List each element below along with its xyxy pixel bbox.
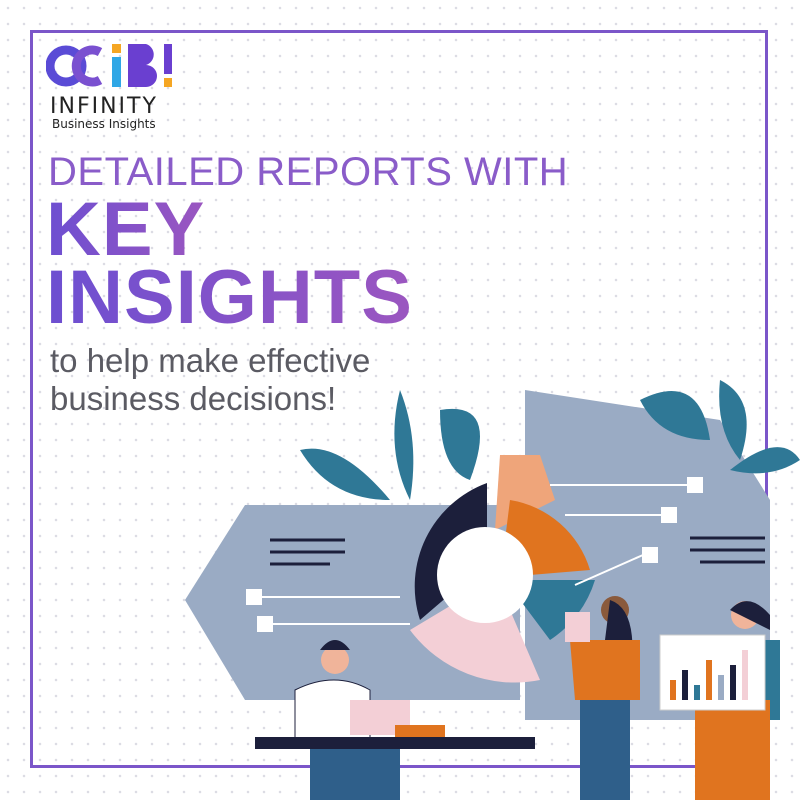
person-at-desk — [255, 640, 535, 800]
headline-insights: INSIGHTS — [46, 255, 413, 340]
brand-tagline: Business Insights — [52, 117, 156, 131]
subtitle-line1: to help make effective — [50, 342, 371, 379]
donut-chart — [410, 455, 595, 683]
text-lines — [270, 536, 765, 566]
mini-bar-chart — [670, 650, 748, 700]
person-with-chart — [659, 601, 780, 800]
subtitle: to help make effective business decision… — [50, 342, 370, 418]
callout-markers — [246, 477, 703, 632]
headline-line1: DETAILED REPORTS WITH — [48, 150, 569, 194]
brand-name: INFINITY — [50, 94, 158, 119]
headline-key: KEY — [46, 187, 206, 272]
brand-logo — [46, 44, 172, 87]
leaves-left — [300, 390, 480, 500]
leaves-right — [640, 380, 800, 474]
subtitle-line2: business decisions! — [50, 380, 337, 417]
person-with-tablet — [565, 596, 640, 800]
